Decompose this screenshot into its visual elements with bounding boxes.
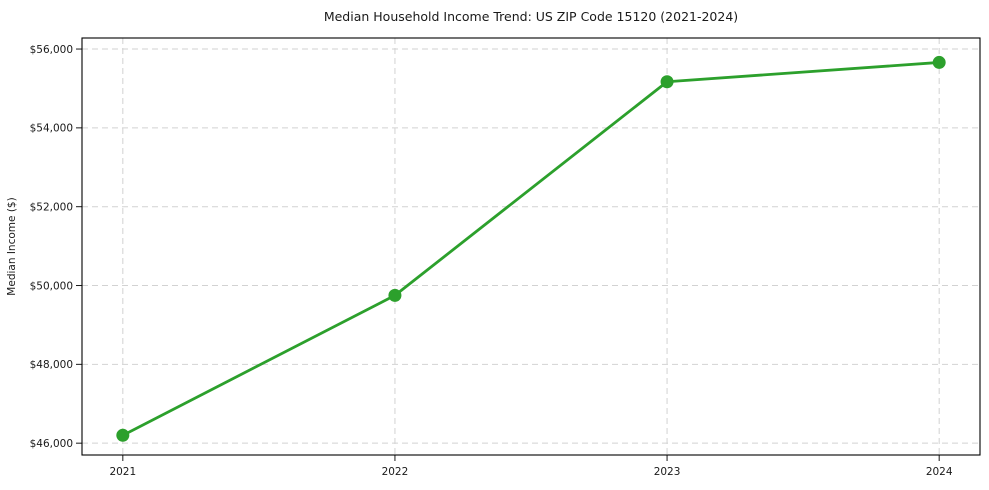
data-point-2023: [660, 75, 674, 89]
y-tick-label: $52,000: [30, 201, 73, 213]
x-tick-label: 2022: [382, 466, 409, 478]
y-tick-label: $46,000: [30, 438, 73, 450]
y-tick-label: $54,000: [30, 123, 73, 135]
y-tick-label: $48,000: [30, 359, 73, 371]
income-trend-line: [121, 61, 941, 437]
y-axis-label: Median Income ($): [6, 197, 18, 295]
x-tick-label: 2024: [926, 466, 953, 478]
y-tick-label: $56,000: [30, 44, 73, 56]
x-tick-label: 2023: [654, 466, 681, 478]
plot-border: [81, 37, 981, 456]
chart-title: Median Household Income Trend: US ZIP Co…: [323, 9, 739, 24]
x-tick-label: 2021: [109, 466, 136, 478]
data-point-2024: [932, 55, 946, 69]
y-tick-label: $50,000: [30, 280, 73, 292]
data-point-2022: [388, 288, 402, 302]
data-point-2021: [116, 428, 130, 442]
